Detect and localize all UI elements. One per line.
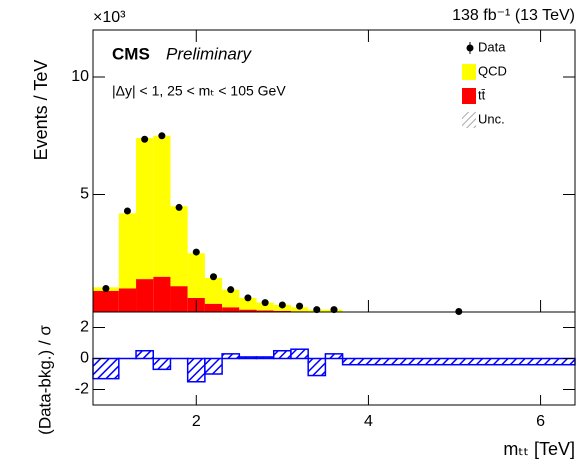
ratio-bar <box>290 348 309 360</box>
ratio-bar <box>221 353 241 360</box>
y-scale-label: ×10³ <box>93 9 126 26</box>
data-point <box>313 306 321 314</box>
ratio-y-axis-label: (Data-bkg.) / σ <box>35 325 54 435</box>
stack-bar <box>273 310 291 312</box>
stack-bar <box>136 279 154 312</box>
data-point <box>210 273 217 281</box>
ratio-y-tick-label: -2 <box>75 381 89 398</box>
stack-bar <box>239 297 257 310</box>
y-axis-label: Events / TeV <box>31 60 51 161</box>
stack-bar <box>222 307 240 312</box>
stack-bar <box>93 290 119 312</box>
ratio-bar <box>186 357 206 383</box>
ratio-bar <box>273 350 292 360</box>
ratio-y-tick-label: 2 <box>80 319 89 336</box>
stack-bar <box>204 303 223 312</box>
stack-bar <box>239 309 257 312</box>
stack-bar <box>153 135 171 277</box>
data-point <box>102 285 110 292</box>
legend-label: QCD <box>478 63 507 78</box>
status: Preliminary <box>166 44 253 63</box>
x-tick-label: 4 <box>364 413 373 430</box>
data-point <box>192 248 200 256</box>
ratio-bar <box>341 357 576 366</box>
stack-bar <box>118 288 137 312</box>
ratio-bar <box>255 356 275 360</box>
ratio-bar <box>135 350 155 360</box>
x-tick-label: 2 <box>192 413 201 430</box>
x-tick-label: 6 <box>536 413 545 430</box>
y-tick-label: 10 <box>71 68 89 85</box>
stack-bar <box>204 277 223 304</box>
experiment: CMS <box>112 44 150 63</box>
ratio-bar <box>152 357 172 371</box>
stack-bar <box>153 276 171 312</box>
stack-bar <box>222 289 240 308</box>
ratio-bar <box>324 353 344 360</box>
stack-bar <box>118 213 137 289</box>
data-point <box>261 299 269 307</box>
data-point <box>330 306 338 314</box>
ratio-bar <box>307 357 327 377</box>
data-point <box>244 294 252 302</box>
data-point <box>141 135 149 143</box>
ratio-bar <box>238 356 258 360</box>
stack-bar <box>136 138 154 280</box>
stack-bar <box>187 253 205 298</box>
legend-label: Unc. <box>478 111 505 126</box>
x-axis-label: mₜₜ [TeV] <box>503 439 575 459</box>
ratio-bar <box>92 357 120 380</box>
legend-swatch <box>462 112 476 128</box>
legend-swatch <box>462 88 476 104</box>
data-point <box>278 301 286 309</box>
legend-label: Data <box>478 39 506 54</box>
ratio-bar <box>204 357 223 375</box>
lumi-label: 138 fb⁻¹ (13 TeV) <box>452 7 575 24</box>
stack-bar <box>256 302 274 311</box>
data-point <box>158 132 166 140</box>
stack-bar <box>170 286 188 312</box>
legend-label: tt̄ <box>478 87 486 102</box>
data-point <box>296 302 304 310</box>
stack-bar <box>170 206 188 287</box>
stack-bar <box>256 310 274 312</box>
legend-swatch <box>462 64 476 80</box>
ratio-y-tick-label: 0 <box>80 350 89 367</box>
annotation: |Δy| < 1, 25 < mₜ < 105 GeV <box>112 83 286 99</box>
data-point <box>227 286 235 294</box>
data-point <box>123 207 131 215</box>
y-tick-label: 5 <box>80 186 89 203</box>
data-point <box>175 203 183 211</box>
